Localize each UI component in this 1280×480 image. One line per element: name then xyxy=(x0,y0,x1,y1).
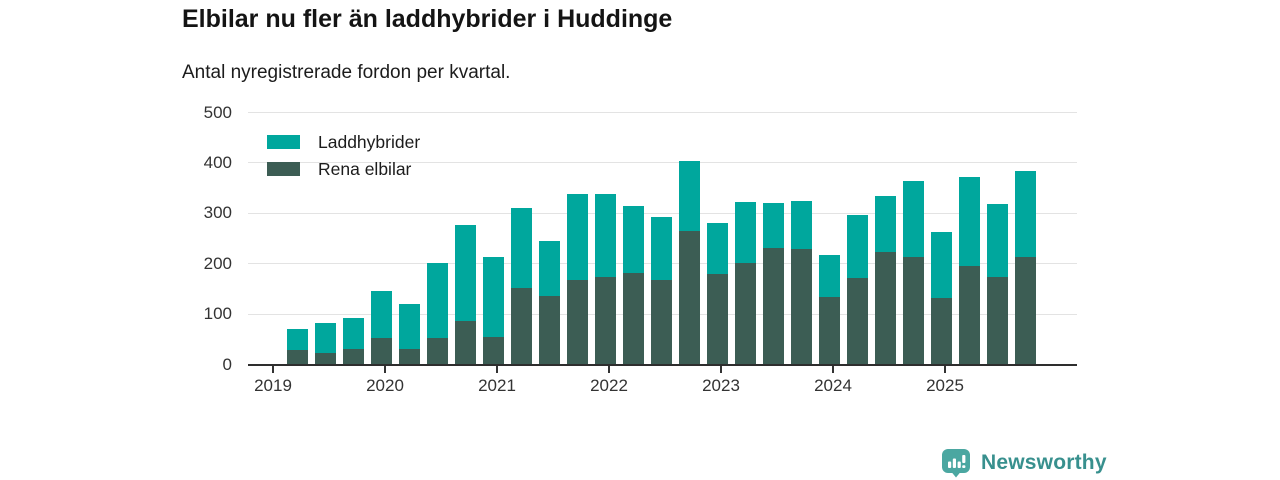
bar-segment-laddhybrider xyxy=(286,329,308,351)
bar-segment-rena-elbilar xyxy=(930,297,952,365)
chart-title: Elbilar nu fler än laddhybrider i Huddin… xyxy=(182,5,673,33)
x-axis-tick xyxy=(272,365,274,373)
gridline xyxy=(248,112,1077,114)
bar-segment-laddhybrider xyxy=(846,215,868,279)
newsworthy-badge-icon xyxy=(942,449,970,478)
gridline xyxy=(248,212,1077,214)
x-axis-tick xyxy=(608,365,610,373)
bar-segment-rena-elbilar xyxy=(650,279,672,365)
bar-segment-rena-elbilar xyxy=(426,337,448,365)
bar-segment-laddhybrider xyxy=(706,223,728,274)
x-axis-tick xyxy=(496,365,498,373)
legend-swatch-laddhybrider xyxy=(267,135,300,149)
bar-segment-laddhybrider xyxy=(762,203,784,248)
bar-segment-rena-elbilar xyxy=(706,273,728,365)
legend-item-rena-elbilar: Rena elbilar xyxy=(267,158,420,180)
bar-segment-rena-elbilar xyxy=(734,262,756,365)
bar-segment-laddhybrider xyxy=(482,256,504,338)
bar-segment-laddhybrider xyxy=(986,204,1008,278)
legend-label: Rena elbilar xyxy=(318,158,412,179)
bar-segment-rena-elbilar xyxy=(454,320,476,365)
bar-segment-rena-elbilar xyxy=(594,277,616,365)
y-axis-tick-label: 300 xyxy=(203,203,232,223)
bar-segment-laddhybrider xyxy=(370,290,392,339)
bar-segment-laddhybrider xyxy=(342,318,364,350)
bar-segment-laddhybrider xyxy=(398,304,420,349)
bar-segment-rena-elbilar xyxy=(818,296,840,365)
legend-item-laddhybrider: Laddhybrider xyxy=(267,131,420,153)
x-axis-line xyxy=(248,363,1077,366)
bar-segment-rena-elbilar xyxy=(678,230,700,365)
bar-segment-laddhybrider xyxy=(1014,170,1036,258)
newsworthy-logo[interactable]: Newsworthy xyxy=(941,448,1107,478)
x-axis-tick-label: 2021 xyxy=(478,375,516,395)
y-axis-tick-label: 400 xyxy=(203,152,232,172)
bar-segment-rena-elbilar xyxy=(566,279,588,365)
bar-segment-laddhybrider xyxy=(958,176,980,266)
y-axis-tick-label: 500 xyxy=(203,102,232,122)
bar-segment-rena-elbilar xyxy=(342,349,364,365)
bar-segment-rena-elbilar xyxy=(538,296,560,365)
x-axis-tick xyxy=(720,365,722,373)
x-axis-tick-label: 2020 xyxy=(366,375,404,395)
y-axis-tick-label: 100 xyxy=(203,304,232,324)
x-axis-tick-label: 2022 xyxy=(590,375,628,395)
bar-segment-rena-elbilar xyxy=(510,287,532,365)
bar-segment-rena-elbilar xyxy=(1014,257,1036,365)
bar-segment-laddhybrider xyxy=(594,193,616,278)
bar-segment-laddhybrider xyxy=(902,181,924,257)
bar-segment-rena-elbilar xyxy=(874,252,896,365)
bar-segment-laddhybrider xyxy=(622,205,644,274)
x-axis-tick-label: 2025 xyxy=(926,375,964,395)
bar-segment-laddhybrider xyxy=(454,224,476,321)
bar-segment-laddhybrider xyxy=(678,160,700,231)
bar-segment-rena-elbilar xyxy=(482,337,504,365)
bar-segment-rena-elbilar xyxy=(958,265,980,365)
bar-segment-rena-elbilar xyxy=(314,353,336,365)
x-axis-tick-label: 2023 xyxy=(702,375,740,395)
bar-segment-rena-elbilar xyxy=(846,278,868,365)
bar-segment-laddhybrider xyxy=(426,263,448,338)
bar-segment-laddhybrider xyxy=(930,232,952,298)
y-axis-tick-label: 0 xyxy=(222,354,232,374)
bar-segment-rena-elbilar xyxy=(398,348,420,365)
bar-segment-laddhybrider xyxy=(650,217,672,280)
bar-segment-laddhybrider xyxy=(734,202,756,263)
bar-segment-laddhybrider xyxy=(790,200,812,249)
x-axis-tick xyxy=(832,365,834,373)
bar-segment-laddhybrider xyxy=(818,255,840,297)
x-axis-tick xyxy=(944,365,946,373)
bar-segment-rena-elbilar xyxy=(286,350,308,365)
bar-segment-rena-elbilar xyxy=(986,277,1008,365)
bar-segment-laddhybrider xyxy=(314,322,336,354)
legend-label: Laddhybrider xyxy=(318,131,421,152)
legend-swatch-rena-elbilar xyxy=(267,162,300,176)
x-axis-tick xyxy=(384,365,386,373)
x-axis-tick-label: 2019 xyxy=(254,375,292,395)
bar-segment-laddhybrider xyxy=(566,193,588,280)
y-axis-tick-label: 200 xyxy=(203,253,232,273)
bar-segment-rena-elbilar xyxy=(622,273,644,365)
chart-subtitle: Antal nyregistrerade fordon per kvartal. xyxy=(182,62,511,83)
newsworthy-wordmark: Newsworthy xyxy=(981,451,1107,474)
bar-segment-rena-elbilar xyxy=(370,338,392,365)
bar-segment-laddhybrider xyxy=(510,208,532,288)
bar-segment-rena-elbilar xyxy=(902,256,924,365)
bar-segment-rena-elbilar xyxy=(762,247,784,365)
x-axis-tick-label: 2024 xyxy=(814,375,852,395)
bar-segment-laddhybrider xyxy=(874,195,896,253)
gridline xyxy=(248,162,1077,164)
bar-segment-rena-elbilar xyxy=(790,248,812,365)
legend: Laddhybrider Rena elbilar xyxy=(267,131,420,185)
bar-segment-laddhybrider xyxy=(538,241,560,297)
